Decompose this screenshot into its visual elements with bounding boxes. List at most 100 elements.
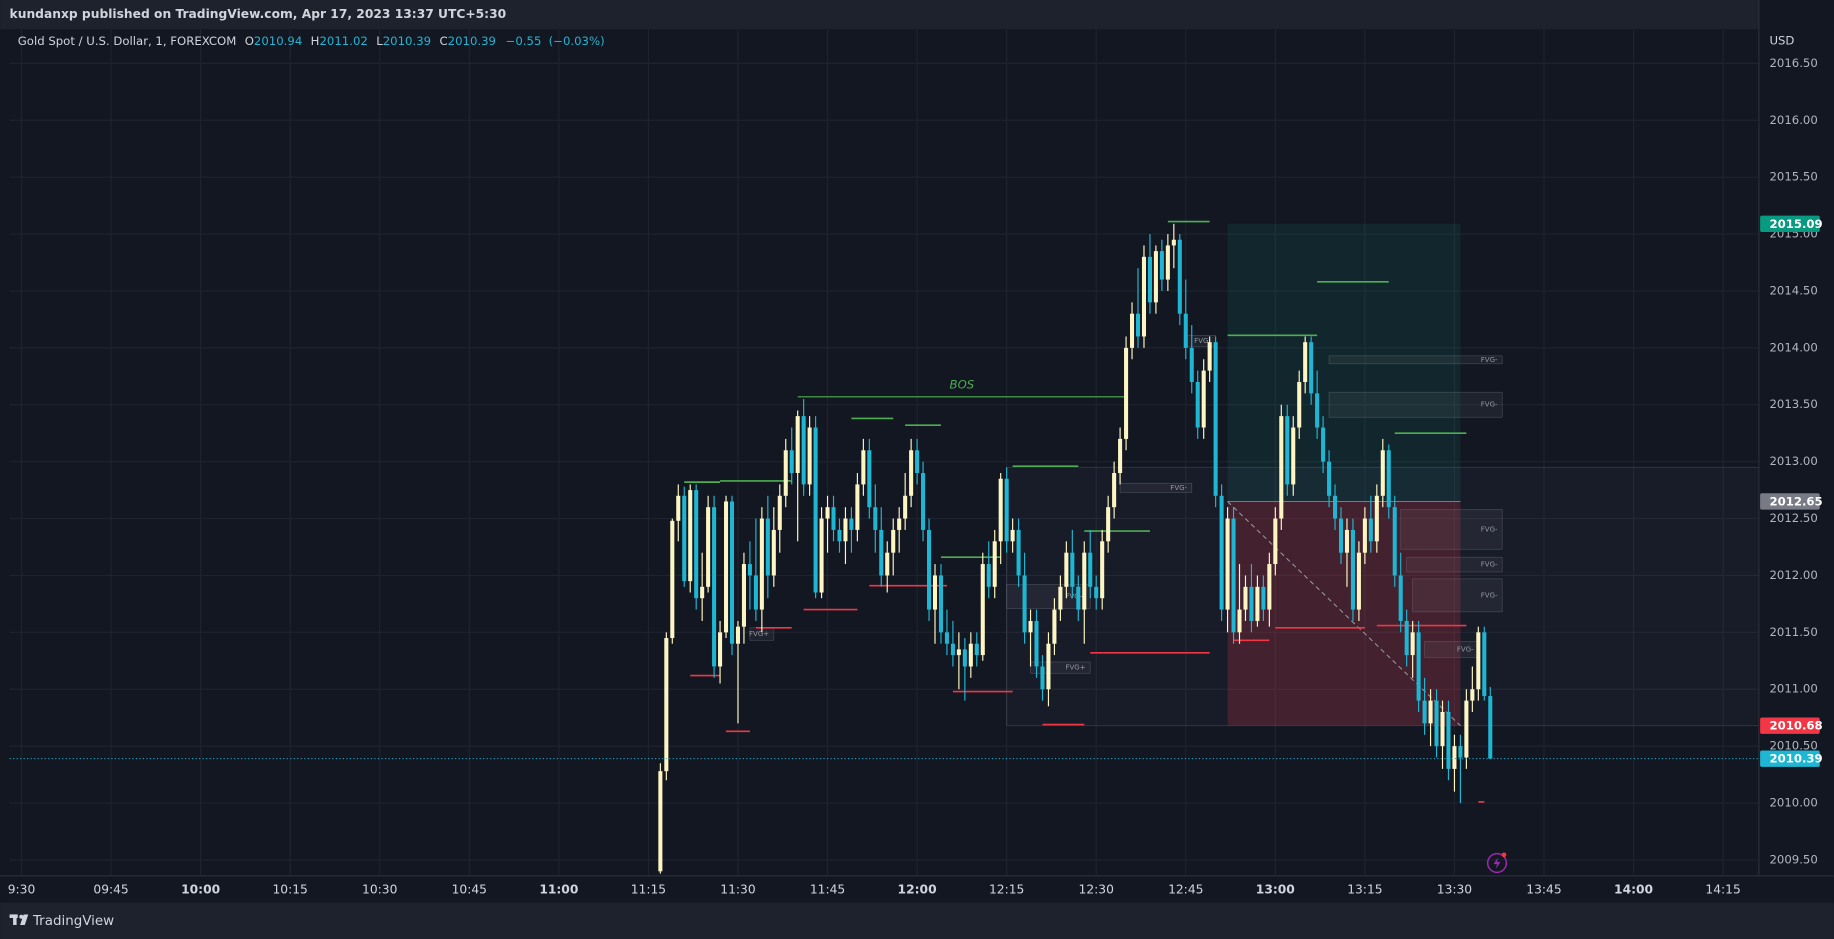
candle-body bbox=[1315, 393, 1320, 428]
candle-body bbox=[1458, 746, 1463, 758]
candle-body bbox=[1100, 541, 1105, 599]
candle-body bbox=[1380, 450, 1385, 496]
candle-body bbox=[1267, 564, 1272, 610]
candle-body bbox=[664, 638, 669, 772]
candle-body bbox=[1309, 342, 1314, 394]
legend-label: L bbox=[376, 33, 383, 47]
price-tag bbox=[1760, 717, 1820, 734]
x-tick-label: 13:45 bbox=[1526, 882, 1561, 896]
candle-body bbox=[879, 529, 884, 576]
candle-body bbox=[819, 518, 824, 593]
fvg-box bbox=[1328, 355, 1503, 365]
x-tick-label: 12:45 bbox=[1168, 882, 1203, 896]
candle-body bbox=[1219, 495, 1224, 610]
candle-body bbox=[813, 427, 818, 593]
candle-body bbox=[1124, 347, 1129, 439]
candle-body bbox=[1070, 552, 1075, 587]
candle-body bbox=[831, 507, 836, 530]
y-tick-label: 2009.50 bbox=[1769, 852, 1817, 866]
alert-dot bbox=[1501, 852, 1507, 858]
candle-body bbox=[974, 643, 979, 656]
range-box bbox=[1006, 466, 1760, 727]
candle-body bbox=[1362, 518, 1367, 553]
alert-ring bbox=[1486, 852, 1508, 874]
x-tick-label: 10:30 bbox=[362, 882, 397, 896]
fvg-box bbox=[1412, 578, 1503, 613]
candle-body bbox=[962, 649, 967, 667]
candle-body bbox=[1165, 245, 1170, 280]
fvg-box bbox=[1119, 482, 1193, 493]
fvg-box bbox=[1328, 391, 1503, 418]
candle-body bbox=[1404, 620, 1409, 656]
price-tag bbox=[1760, 493, 1820, 510]
candle-body bbox=[694, 490, 699, 599]
candle-body bbox=[1356, 552, 1361, 610]
candle-body bbox=[1392, 507, 1397, 576]
candle-body bbox=[1130, 313, 1135, 348]
candle-body bbox=[1249, 586, 1254, 621]
fvg-label: FVG- bbox=[1481, 590, 1498, 599]
y-tick-label: 2015.50 bbox=[1769, 170, 1817, 184]
candle-body bbox=[670, 520, 675, 639]
candle-body bbox=[724, 501, 729, 633]
candle-body bbox=[658, 771, 663, 872]
fvg-box bbox=[1400, 509, 1503, 550]
brand-logo bbox=[9, 914, 29, 925]
candle-body bbox=[843, 518, 848, 542]
alert-bolt bbox=[1493, 857, 1501, 869]
candle-body bbox=[753, 575, 758, 610]
candle-body bbox=[968, 643, 973, 667]
candle-body bbox=[1040, 666, 1045, 690]
candle-body bbox=[1106, 507, 1111, 542]
candle-body bbox=[915, 450, 920, 474]
candle-body bbox=[1231, 518, 1236, 633]
fvg-label: FVG- bbox=[1457, 644, 1474, 653]
legend-change: −0.55 bbox=[506, 33, 542, 47]
candle-body bbox=[1285, 416, 1290, 485]
candle-body bbox=[1255, 586, 1260, 621]
candle-body bbox=[1261, 586, 1266, 610]
x-tick-label: 13:15 bbox=[1347, 882, 1382, 896]
x-tick-label: 12:15 bbox=[989, 882, 1024, 896]
candle-body bbox=[706, 507, 711, 587]
candle-body bbox=[885, 552, 890, 576]
price-tag bbox=[1760, 215, 1820, 233]
candle-body bbox=[771, 529, 776, 576]
candle-body bbox=[1452, 746, 1457, 769]
fvg-label: FVG+ bbox=[1065, 663, 1085, 672]
x-tick-label: 11:00 bbox=[539, 882, 578, 896]
x-tick-label: 9:30 bbox=[8, 882, 36, 896]
candle-body bbox=[927, 529, 932, 610]
candle-body bbox=[891, 529, 896, 553]
time-axis bbox=[0, 875, 1834, 903]
candle-body bbox=[1147, 256, 1152, 303]
fvg-label: FVG+ bbox=[1065, 591, 1085, 600]
candle-body bbox=[1327, 461, 1332, 496]
y-tick-label: 2014.00 bbox=[1769, 340, 1817, 354]
x-tick-label: 13:00 bbox=[1256, 882, 1295, 896]
legend-change-pct: (−0.03%) bbox=[549, 33, 605, 47]
x-tick-label: 11:45 bbox=[810, 882, 845, 896]
candle-body bbox=[735, 626, 741, 644]
candle-body bbox=[700, 586, 705, 599]
candle-body bbox=[1004, 478, 1009, 542]
x-tick-label: 13:30 bbox=[1437, 882, 1472, 896]
candle-body bbox=[1213, 342, 1218, 496]
candle-body bbox=[1034, 620, 1039, 667]
y-tick-label: 2012.50 bbox=[1769, 511, 1817, 525]
candle-body bbox=[1195, 381, 1200, 428]
fvg-label: FVG- bbox=[1481, 355, 1498, 364]
candle-body bbox=[1488, 696, 1493, 759]
symbol-title: Gold Spot / U.S. Dollar, 1, FOREXCOM bbox=[18, 33, 237, 47]
price-tag bbox=[1760, 750, 1820, 767]
candle-body bbox=[1464, 700, 1469, 758]
legend-label: H bbox=[311, 33, 320, 47]
candle-body bbox=[712, 507, 717, 667]
legend-label: C bbox=[439, 33, 447, 47]
candle-body bbox=[1237, 609, 1242, 633]
x-tick-label: 14:00 bbox=[1614, 882, 1653, 896]
fvg-label: FVG+ bbox=[749, 629, 769, 638]
y-tick-label: 2014.50 bbox=[1769, 283, 1817, 297]
x-tick-label: 12:30 bbox=[1079, 882, 1114, 896]
x-tick-label: 11:30 bbox=[720, 882, 755, 896]
